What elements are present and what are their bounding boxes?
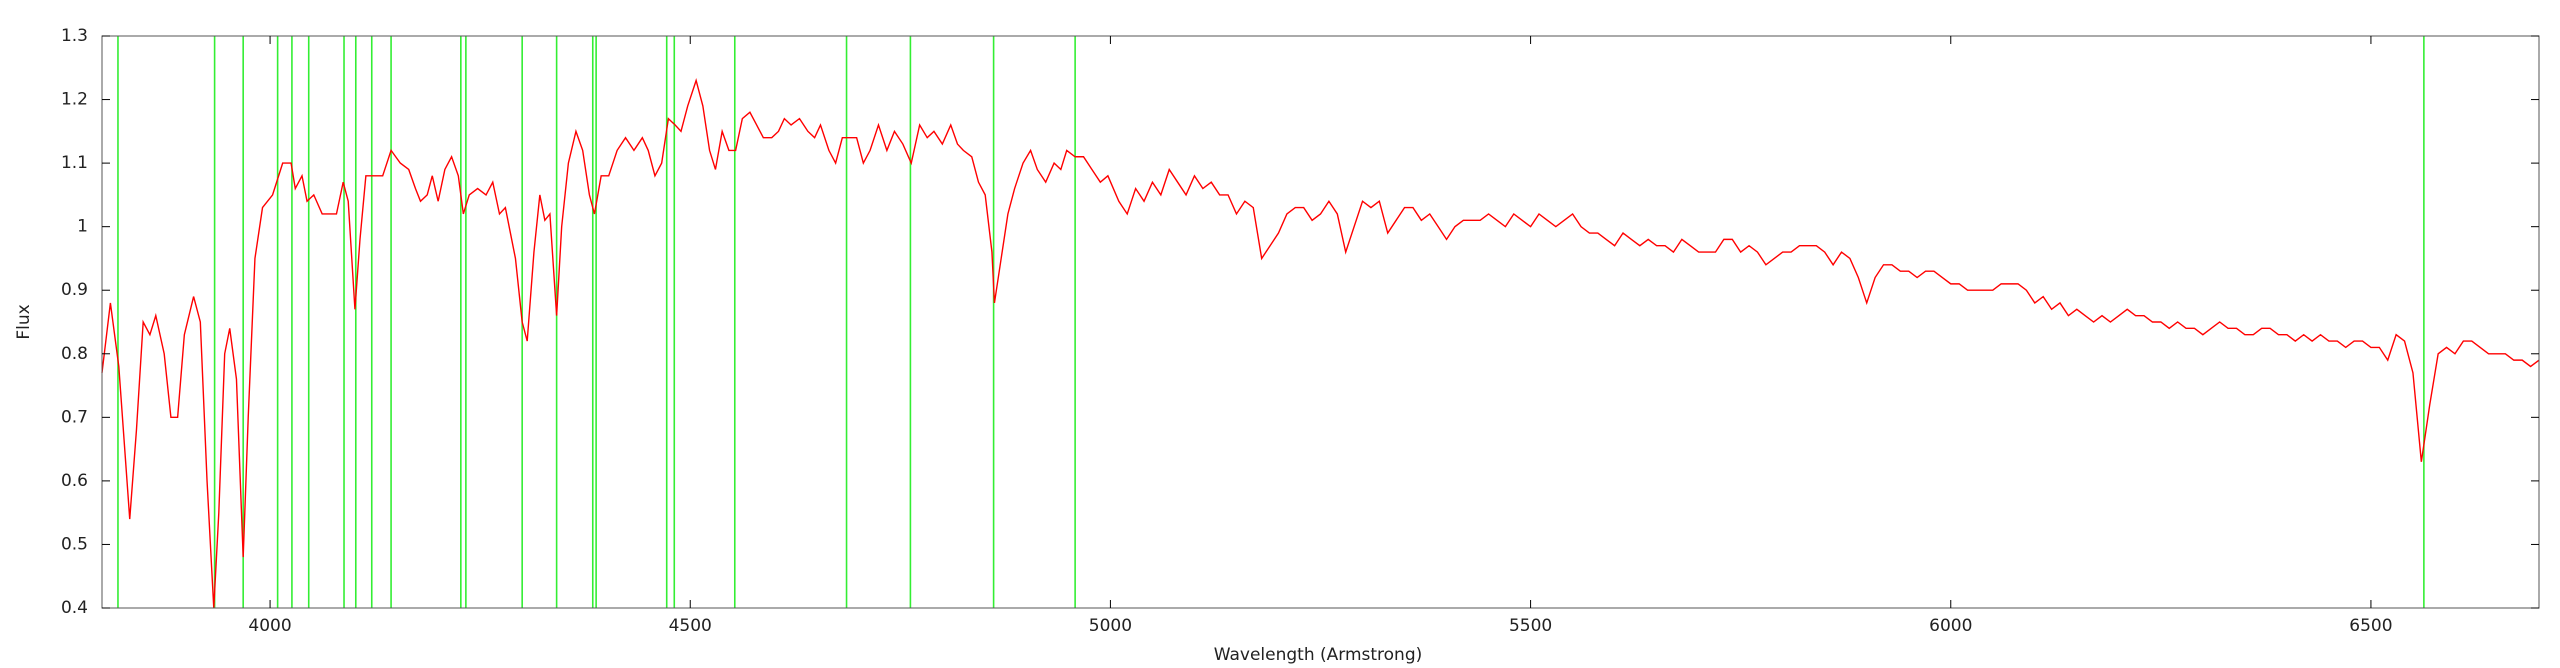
- y-axis-label: Flux: [14, 304, 34, 339]
- y-tick-label: 0.4: [61, 598, 88, 618]
- y-tick-label: 0.5: [61, 534, 88, 554]
- y-tick-label: 1.1: [61, 153, 88, 173]
- x-tick-label: 5000: [1089, 616, 1132, 636]
- x-tick-label: 4000: [248, 616, 291, 636]
- y-tick-label: 0.9: [61, 280, 88, 300]
- y-tick-label: 1.3: [61, 26, 88, 46]
- x-tick-label: 6500: [2349, 616, 2392, 636]
- x-tick-label: 6000: [1929, 616, 1972, 636]
- x-axis-label: Wavelength (Armstrong): [1214, 645, 1423, 665]
- plot-frame: [101, 35, 2540, 609]
- y-tick-label: 0.8: [61, 344, 88, 364]
- y-tick-label: 0.7: [61, 407, 88, 427]
- spectrum-line: [101, 78, 2540, 609]
- x-tick-label: 4500: [669, 616, 712, 636]
- x-tick-label: 5500: [1509, 616, 1552, 636]
- y-tick-label: 1: [77, 217, 88, 237]
- y-tick-label: 1.2: [61, 90, 88, 110]
- y-tick-label: 0.6: [61, 471, 88, 491]
